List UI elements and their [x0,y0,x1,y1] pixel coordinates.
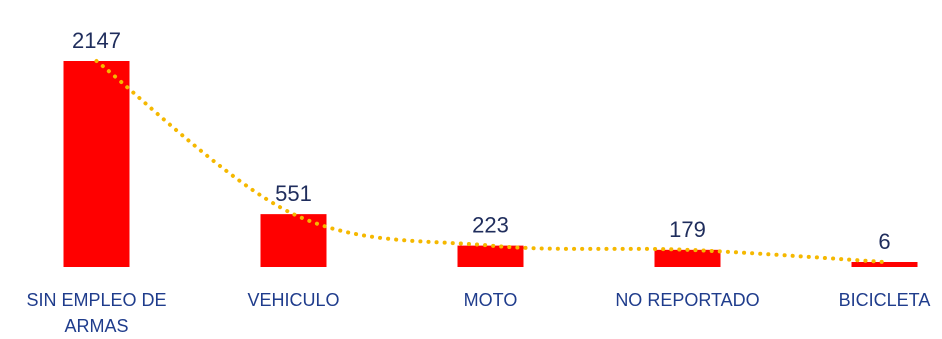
trendline-group [94,59,887,264]
category-labels-group: SIN EMPLEO DE ARMAS VEHICULO MOTO NO REPORTA… [26,290,930,336]
bar-3 [654,249,721,267]
value-label-1: 551 [275,181,312,206]
bar-0 [63,61,130,267]
bar-2 [457,245,524,267]
category-label-4: BICICLETA [839,290,931,310]
value-label-3: 179 [669,217,706,242]
trendline [94,59,887,264]
value-label-0: 2147 [72,28,121,53]
value-label-2: 223 [472,213,509,238]
category-label-3: NO REPORTADO [615,290,759,310]
value-labels-group: 2147 551 223 179 6 [72,28,891,254]
bar-4 [851,262,918,267]
category-label-1: VEHICULO [247,290,339,310]
value-label-4: 6 [878,229,890,254]
category-label-2: MOTO [464,290,518,310]
category-label-0: SIN EMPLEO DE ARMAS [26,290,166,336]
